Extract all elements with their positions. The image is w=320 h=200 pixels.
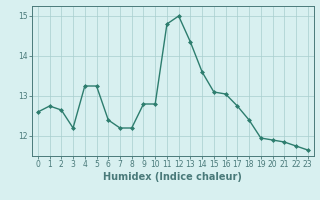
X-axis label: Humidex (Indice chaleur): Humidex (Indice chaleur): [103, 172, 242, 182]
